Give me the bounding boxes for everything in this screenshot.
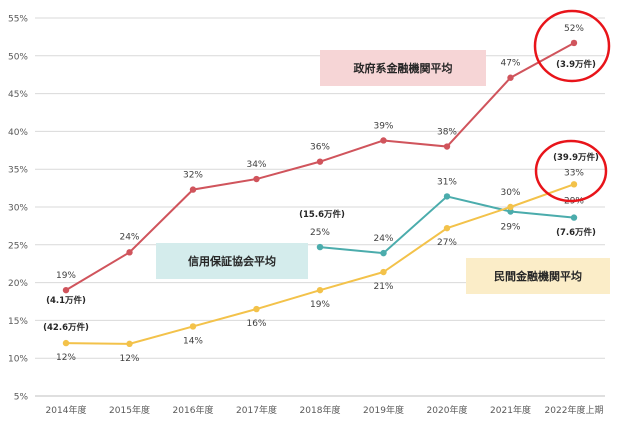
data-point [443, 224, 451, 232]
data-point [380, 249, 387, 257]
data-point [189, 323, 197, 330]
data-label: 14% [183, 336, 203, 346]
count-note: (4.1万件) [46, 295, 86, 306]
series-name-label: 政府系金融機関平均 [354, 61, 453, 75]
data-point [316, 286, 324, 294]
series-label-box [466, 258, 610, 294]
x-tick-label: 2017年度 [236, 404, 277, 416]
series-label-box [156, 243, 308, 279]
count-note: (39.9万件) [553, 152, 599, 163]
data-label: 19% [310, 300, 330, 310]
series-label-box [320, 50, 486, 86]
y-tick-label: 35% [8, 166, 28, 176]
x-tick-label: 2016年度 [173, 404, 214, 416]
data-label: 12% [119, 354, 139, 364]
series-label-2: 民間金融機関平均 [466, 258, 610, 294]
x-tick-label: 2018年度 [300, 404, 341, 416]
data-point [507, 74, 514, 81]
x-tick-label: 2019年度 [363, 404, 404, 416]
data-labels-1: 25%24%31%29%29% [310, 177, 584, 244]
data-point [62, 286, 70, 294]
data-point [507, 208, 514, 215]
y-axis: 5% 10% 15% 20% 25% 30% 35% 40% 45% 50% 55% [8, 15, 28, 403]
x-tick-label: 2021年度 [490, 404, 531, 416]
y-tick-label: 55% [8, 15, 28, 25]
data-labels-0: 19% 24% 32% 34% 36% 39% 38% 47% 52% [56, 24, 584, 281]
data-point [507, 203, 514, 211]
count-note: (42.6万件) [43, 322, 89, 333]
highlight-circle [534, 139, 608, 203]
data-label: 25% [310, 228, 330, 238]
series-0 [62, 39, 578, 294]
data-point [380, 268, 387, 276]
data-point [316, 243, 324, 251]
data-label: 27% [437, 238, 457, 248]
data-label: 47% [500, 59, 520, 69]
data-label: 31% [437, 177, 457, 187]
x-tick-label: 2014年度 [46, 404, 87, 416]
x-tick-label: 2020年度 [427, 404, 468, 416]
y-tick-label: 50% [8, 52, 28, 62]
y-tick-label: 20% [8, 279, 28, 289]
data-point [62, 339, 70, 347]
data-labels-2: 12% 12% 14% 16% 19% 21% 27% 30% 33% [56, 168, 584, 364]
data-label: 24% [119, 232, 139, 242]
data-label: 29% [500, 223, 520, 233]
x-tick-label: 2022年度上期 [545, 404, 604, 416]
data-label: 39% [373, 121, 393, 131]
data-label: 32% [183, 171, 203, 181]
series-name-label: 民間金融機関平均 [494, 269, 582, 283]
y-tick-label: 30% [8, 204, 28, 214]
highlight-circles [533, 9, 611, 203]
y-tick-label: 15% [8, 317, 28, 327]
data-point [253, 175, 260, 183]
data-label: 34% [246, 160, 266, 170]
data-point [570, 39, 578, 47]
data-label: 21% [373, 282, 393, 292]
data-label: 36% [310, 143, 330, 153]
data-label: 38% [437, 128, 457, 138]
x-tick-label: 2015年度 [109, 404, 150, 416]
series-label-1: 信用保証協会平均 [156, 243, 308, 279]
data-point [126, 249, 133, 256]
count-note: (7.6万件) [556, 227, 596, 238]
data-label: 33% [564, 168, 584, 178]
count-note: (3.9万件) [556, 59, 596, 70]
series-label-0: 政府系金融機関平均 [320, 50, 486, 86]
notes-2: (42.6万件) (39.9万件) [43, 152, 599, 333]
count-note: (15.6万件) [299, 209, 345, 220]
data-point [189, 186, 197, 193]
data-point [380, 137, 387, 144]
series-name-label: 信用保証協会平均 [188, 254, 276, 268]
data-point [443, 193, 451, 200]
data-label: 30% [500, 188, 520, 198]
highlight-circle [533, 9, 611, 83]
y-tick-label: 45% [8, 90, 28, 100]
data-label: 24% [373, 234, 393, 244]
y-tick-label: 40% [8, 128, 28, 138]
data-point [570, 181, 578, 188]
data-label: 16% [246, 319, 266, 329]
data-label: 52% [564, 24, 584, 34]
y-tick-label: 25% [8, 241, 28, 251]
y-tick-label: 10% [8, 355, 28, 365]
x-axis: 2014年度 2015年度 2016年度 2017年度 2018年度 2019年度 2020… [46, 404, 604, 416]
notes-1: (15.6万件) (7.6万件) [299, 209, 596, 238]
series-1 [316, 193, 578, 257]
data-label: 12% [56, 353, 76, 363]
y-tick-label: 5% [14, 393, 29, 403]
data-point [316, 158, 324, 165]
data-point [443, 143, 451, 150]
series-2 [62, 181, 578, 348]
data-point [253, 305, 260, 313]
notes-0: (4.1万件) (3.9万件) [46, 59, 596, 306]
data-point [570, 214, 578, 221]
data-point [126, 340, 133, 348]
data-label: 19% [56, 271, 76, 281]
